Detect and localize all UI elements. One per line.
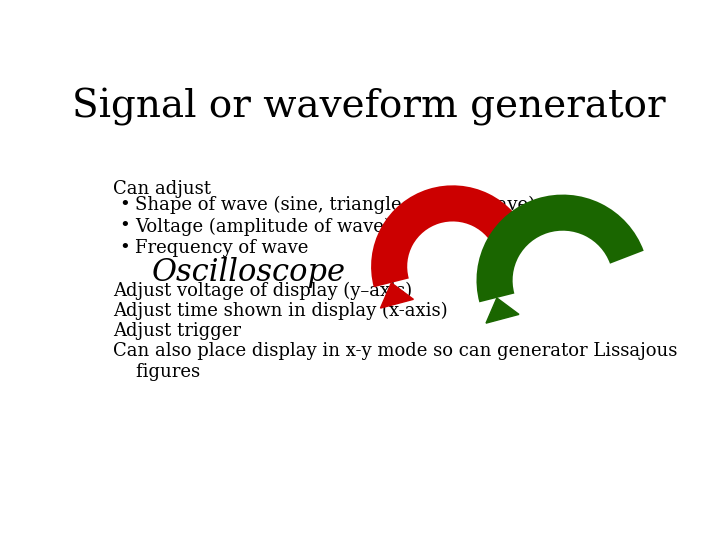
Text: Adjust trigger: Adjust trigger [113,322,241,340]
Text: Can also place display in x-y mode so can generator Lissajous
    figures: Can also place display in x-y mode so ca… [113,342,678,381]
Text: Signal or waveform generator: Signal or waveform generator [72,88,666,126]
Polygon shape [380,283,413,308]
Text: •: • [120,195,130,214]
Text: •: • [120,239,130,257]
Text: Voltage (amplitude of wave): Voltage (amplitude of wave) [135,217,391,235]
Text: Adjust time shown in display (x-axis): Adjust time shown in display (x-axis) [113,302,448,320]
Text: Frequency of wave: Frequency of wave [135,239,308,257]
Text: Can adjust: Can adjust [113,180,211,198]
Text: Oscilloscope: Oscilloscope [152,257,346,288]
Polygon shape [486,298,519,323]
Text: •: • [120,217,130,235]
Text: Shape of wave (sine, triangle, square wave): Shape of wave (sine, triangle, square wa… [135,195,535,214]
Text: Adjust voltage of display (y–axis): Adjust voltage of display (y–axis) [113,282,413,300]
